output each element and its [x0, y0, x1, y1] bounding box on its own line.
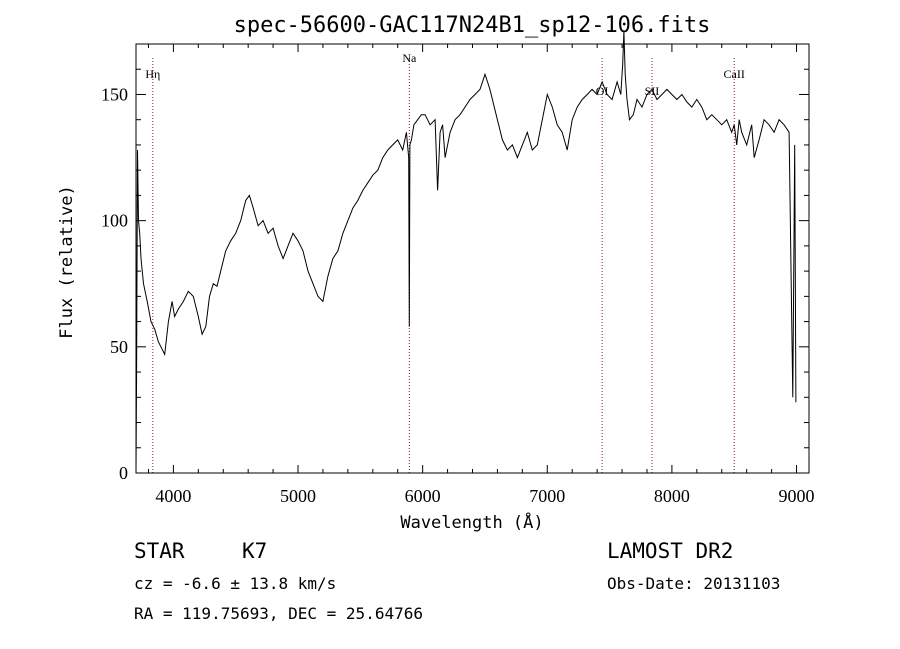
plot-frame [135, 43, 810, 474]
chart-title: spec-56600-GAC117N24B1_sp12-106.fits [234, 13, 711, 38]
x-tick-label: 6000 [405, 486, 441, 506]
spectral-line-label: Na [402, 51, 417, 65]
y-tick-label: 100 [101, 211, 128, 231]
spectral-line-label: CaII [724, 67, 745, 81]
x-axis-label: Wavelength (Å) [400, 511, 543, 533]
sky-coordinates: RA = 119.75693, DEC = 25.64766 [134, 604, 423, 623]
spectral-line-label: OI [596, 84, 609, 98]
x-tick-label: 7000 [529, 486, 565, 506]
y-axis-ticks: 0 50 100 150 [101, 43, 809, 483]
redshift-velocity: cz = -6.6 ± 13.8 km/s [134, 574, 337, 593]
spectrum-line [135, 31, 797, 474]
object-subclass: K7 [242, 539, 268, 563]
spectral-line-markers: Hη Na OI SII CaII [145, 51, 745, 473]
y-tick-label: 50 [110, 337, 128, 357]
x-tick-label: 5000 [280, 486, 316, 506]
y-axis-label: Flux (relative) [57, 185, 77, 339]
y-tick-label: 0 [119, 463, 128, 483]
spectral-line-label: Hη [145, 67, 160, 81]
observation-date: Obs-Date: 20131103 [607, 574, 781, 593]
x-tick-label: 4000 [155, 486, 191, 506]
x-tick-label: 8000 [654, 486, 690, 506]
x-axis-ticks: 4000 5000 6000 7000 8000 9000 [147, 44, 815, 506]
object-class: STAR [134, 539, 185, 563]
spectral-line-label: SII [645, 84, 660, 98]
x-tick-label: 9000 [779, 486, 815, 506]
y-tick-label: 150 [101, 84, 128, 104]
survey-name: LAMOST DR2 [607, 539, 734, 563]
